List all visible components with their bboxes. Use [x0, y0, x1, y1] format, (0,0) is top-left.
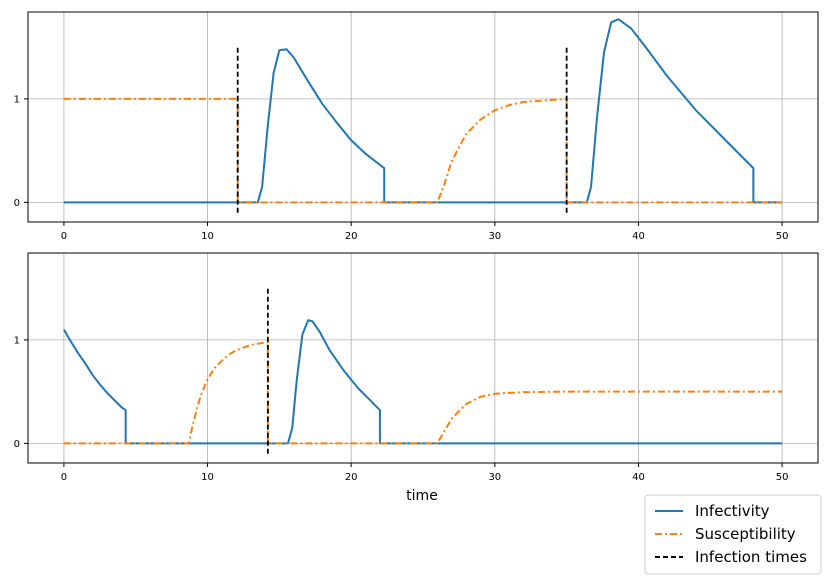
x-tick-label: 40 [632, 231, 645, 242]
susceptibility-line [63, 97, 783, 204]
y-tick-label: 0 [14, 439, 20, 450]
axes-frame [27, 11, 819, 223]
x-axis-label: time [406, 488, 438, 504]
infectivity-line [63, 319, 783, 445]
legend-infection-times-label: Infection times [695, 548, 807, 566]
x-tick-label: 40 [632, 472, 645, 483]
legend: Infectivity Susceptibility Infection tim… [644, 494, 822, 575]
axes-frame [27, 252, 819, 464]
bottom-panel: 0 10 20 30 40 50 0 1 [14, 252, 819, 483]
x-tick-label: 0 [61, 472, 67, 483]
legend-frame [644, 494, 822, 575]
y-tick-label: 1 [14, 94, 20, 105]
top-panel: 0 10 20 30 40 50 0 1 [14, 11, 819, 242]
x-tick-label: 20 [345, 472, 358, 483]
x-tick-label: 50 [776, 472, 789, 483]
legend-infectivity-label: Infectivity [695, 502, 770, 520]
legend-susceptibility-label: Susceptibility [695, 525, 796, 543]
y-tick-label: 0 [14, 198, 20, 209]
x-tick-label: 30 [488, 472, 501, 483]
y-tick-label: 1 [14, 335, 20, 346]
x-tick-label: 20 [345, 231, 358, 242]
x-tick-label: 10 [201, 472, 214, 483]
susceptibility-line [63, 340, 783, 445]
x-tick-label: 50 [776, 231, 789, 242]
infectivity-line [63, 18, 783, 204]
x-tick-label: 10 [201, 231, 214, 242]
x-tick-label: 30 [488, 231, 501, 242]
x-tick-label: 0 [61, 231, 67, 242]
